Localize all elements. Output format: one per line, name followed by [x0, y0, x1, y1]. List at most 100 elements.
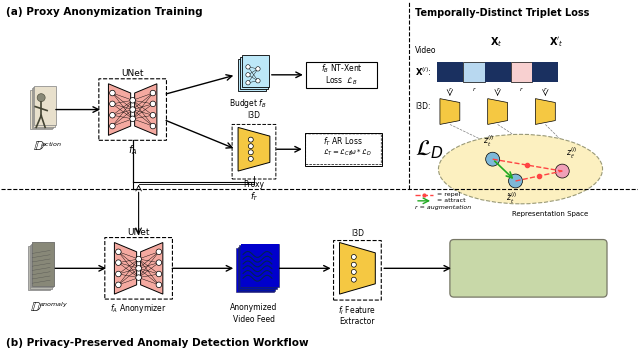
Circle shape [248, 156, 253, 161]
FancyBboxPatch shape [450, 240, 607, 297]
Circle shape [109, 101, 115, 106]
Circle shape [116, 282, 121, 288]
Circle shape [509, 174, 522, 188]
Text: r = augmentation: r = augmentation [415, 205, 471, 210]
Polygon shape [339, 243, 375, 294]
FancyBboxPatch shape [242, 55, 269, 87]
Text: I3D: I3D [248, 112, 260, 121]
Text: $_{anomaly}$: $_{anomaly}$ [39, 301, 68, 310]
FancyBboxPatch shape [237, 247, 275, 291]
FancyBboxPatch shape [31, 244, 53, 287]
Circle shape [351, 277, 356, 282]
Polygon shape [134, 84, 157, 135]
FancyBboxPatch shape [511, 62, 532, 82]
Circle shape [246, 73, 250, 77]
Circle shape [37, 93, 45, 101]
Circle shape [130, 107, 136, 112]
Text: UNet: UNet [122, 69, 144, 78]
Text: I3D: I3D [351, 229, 364, 238]
Text: $\mathbf{X}_t$: $\mathbf{X}_t$ [490, 35, 503, 49]
Text: $f_A$: $f_A$ [128, 143, 138, 157]
Polygon shape [141, 243, 163, 294]
Text: r: r [449, 87, 451, 92]
Circle shape [116, 271, 121, 277]
FancyBboxPatch shape [29, 245, 51, 289]
Text: $\mathcal{L}_D$: $\mathcal{L}_D$ [415, 138, 444, 161]
Circle shape [150, 112, 156, 118]
Text: (b) Privacy-Preserved Anomaly Detection Workflow: (b) Privacy-Preserved Anomaly Detection … [6, 338, 309, 348]
Text: UNet: UNet [127, 227, 150, 236]
Circle shape [351, 269, 356, 274]
Circle shape [130, 116, 136, 122]
Polygon shape [238, 127, 270, 171]
Circle shape [109, 112, 115, 118]
Text: Proxy: Proxy [243, 180, 264, 189]
Text: $\mathbf{X}^{(i)}$:: $\mathbf{X}^{(i)}$: [415, 66, 432, 78]
Text: $f_B$ NT-Xent: $f_B$ NT-Xent [321, 62, 362, 75]
Text: r: r [472, 87, 475, 92]
Text: Video Feed: Video Feed [233, 315, 275, 324]
FancyBboxPatch shape [28, 247, 50, 290]
Text: Weakly-Supervised AD: Weakly-Supervised AD [481, 256, 576, 265]
Text: $\mathcal{L}_T = \mathcal{L}_{CE}$: $\mathcal{L}_T = \mathcal{L}_{CE}$ [323, 148, 353, 158]
Text: Anonymized: Anonymized [230, 303, 278, 312]
Polygon shape [536, 99, 556, 125]
FancyBboxPatch shape [30, 90, 52, 129]
FancyBboxPatch shape [35, 86, 56, 125]
Circle shape [351, 255, 356, 260]
Circle shape [150, 123, 156, 129]
Circle shape [109, 123, 115, 129]
Text: = repel: = repel [437, 192, 460, 197]
Circle shape [351, 262, 356, 267]
Circle shape [246, 81, 250, 85]
FancyBboxPatch shape [33, 242, 54, 286]
Circle shape [248, 137, 253, 142]
FancyBboxPatch shape [484, 62, 511, 82]
Text: Temporally-Distinct Triplet Loss: Temporally-Distinct Triplet Loss [415, 8, 589, 18]
FancyBboxPatch shape [241, 244, 278, 287]
Text: Loss  $\mathcal{L}_B$: Loss $\mathcal{L}_B$ [325, 74, 358, 87]
FancyBboxPatch shape [33, 242, 54, 286]
Text: $\mathbf{X}'_t$: $\mathbf{X}'_t$ [549, 35, 564, 49]
FancyBboxPatch shape [306, 62, 378, 88]
Circle shape [156, 260, 162, 265]
Circle shape [156, 249, 162, 255]
Text: $\mathbb{D}$: $\mathbb{D}$ [30, 300, 42, 314]
Circle shape [136, 275, 141, 280]
FancyBboxPatch shape [33, 87, 55, 127]
Circle shape [150, 90, 156, 96]
Polygon shape [115, 243, 136, 294]
Text: I3D:: I3D: [415, 102, 431, 111]
Text: r: r [520, 87, 523, 92]
FancyBboxPatch shape [305, 133, 382, 166]
FancyBboxPatch shape [238, 59, 266, 91]
Text: Budget $f_B$: Budget $f_B$ [229, 97, 267, 110]
Text: $f_A$ Anonymizer: $f_A$ Anonymizer [110, 302, 167, 315]
Circle shape [156, 282, 162, 288]
Circle shape [246, 65, 250, 69]
Text: Extractor: Extractor [340, 317, 375, 326]
Text: = attract: = attract [437, 198, 465, 203]
Circle shape [136, 266, 141, 271]
Polygon shape [488, 99, 508, 125]
Text: $f_T$: $f_T$ [250, 191, 259, 203]
Text: $\mathbb{D}$: $\mathbb{D}$ [33, 139, 45, 153]
Text: Algorithm: Algorithm [508, 274, 549, 283]
FancyBboxPatch shape [31, 88, 54, 128]
FancyBboxPatch shape [236, 248, 274, 292]
Ellipse shape [438, 134, 602, 204]
Text: $\omega * \mathcal{L}_D$: $\omega * \mathcal{L}_D$ [349, 148, 372, 158]
Text: r: r [544, 87, 547, 92]
Text: $z_t^{(i)}$: $z_t^{(i)}$ [483, 134, 495, 149]
Circle shape [156, 271, 162, 277]
Circle shape [556, 164, 569, 178]
Text: $\tilde{z}_t^{(i)}$: $\tilde{z}_t^{(i)}$ [506, 191, 517, 206]
Circle shape [256, 67, 260, 71]
FancyBboxPatch shape [240, 57, 268, 89]
Text: Representation Space: Representation Space [512, 211, 588, 217]
Text: $f_I$ Feature: $f_I$ Feature [339, 304, 376, 317]
FancyBboxPatch shape [437, 62, 463, 82]
Circle shape [248, 150, 253, 155]
Circle shape [109, 90, 115, 96]
Circle shape [486, 152, 500, 166]
